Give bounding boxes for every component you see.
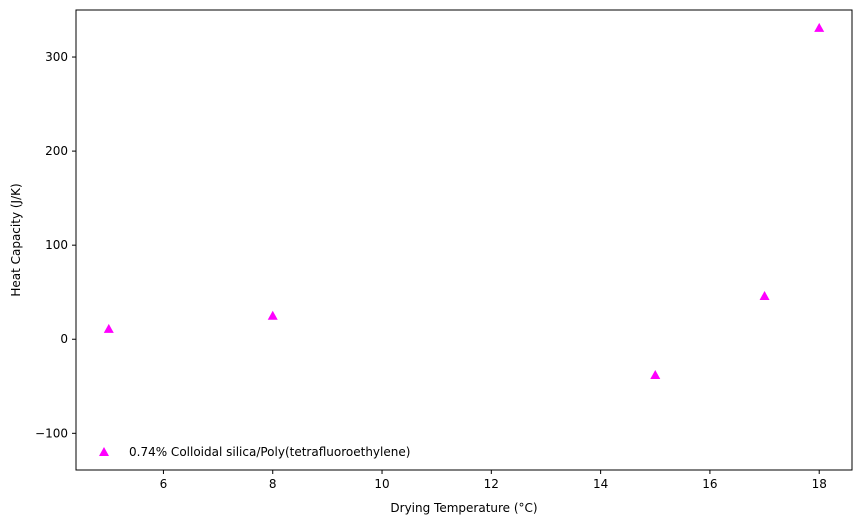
y-axis-label: Heat Capacity (J/K) [9, 183, 23, 296]
y-tick-label: 0 [60, 332, 68, 346]
legend-label: 0.74% Colloidal silica/Poly(tetrafluoroe… [129, 445, 410, 459]
x-tick-label: 12 [484, 477, 499, 491]
data-point [267, 310, 278, 320]
x-tick-label: 6 [160, 477, 168, 491]
data-point [814, 22, 825, 32]
x-axis-label: Drying Temperature (°C) [390, 501, 537, 515]
legend: 0.74% Colloidal silica/Poly(tetrafluoroe… [99, 445, 410, 459]
legend-marker [99, 447, 109, 456]
legend-marker-triangle [99, 447, 109, 456]
data-point [103, 323, 114, 333]
data-point [650, 369, 661, 379]
x-tick-label: 14 [593, 477, 608, 491]
plot-area [103, 22, 825, 379]
data-point [759, 290, 770, 300]
plot-frame [75, 9, 853, 471]
x-tick-label: 18 [812, 477, 827, 491]
y-tick-label: 300 [45, 50, 68, 64]
y-tick-label: 200 [45, 144, 68, 158]
x-tick-label: 10 [374, 477, 389, 491]
y-tick-label: 100 [45, 238, 68, 252]
x-tick-label: 8 [269, 477, 277, 491]
x-axis: 6 8 10 12 14 16 18 [160, 470, 827, 491]
x-tick-label: 16 [702, 477, 717, 491]
y-axis: −100 0 100 200 300 [35, 50, 76, 440]
y-tick-label: −100 [35, 426, 68, 440]
